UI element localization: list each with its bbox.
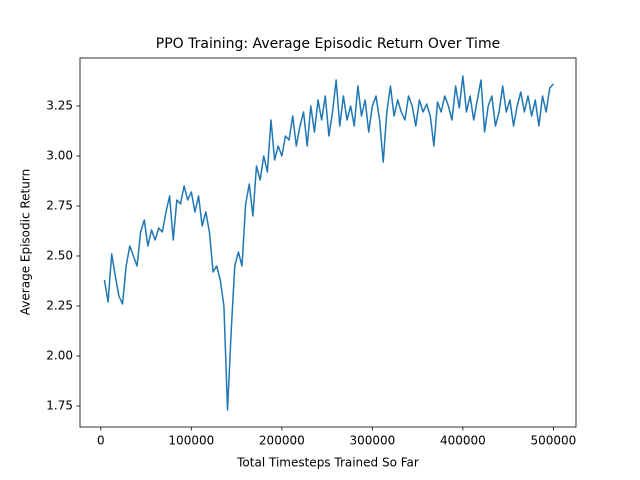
axes-frame	[79, 57, 577, 428]
y-tick-label: 2.75	[46, 199, 73, 213]
x-tick-label: 200000	[259, 434, 305, 448]
y-tick-label: 1.75	[46, 399, 73, 413]
plot-area	[103, 75, 554, 411]
y-tick-label: 2.25	[46, 299, 73, 313]
y-axis-label: Average Episodic Return	[19, 169, 33, 315]
x-tick-label: 0	[97, 434, 105, 448]
chart-title: PPO Training: Average Episodic Return Ov…	[156, 36, 500, 52]
x-tick-label: 400000	[440, 434, 486, 448]
y-tick-label: 3.00	[46, 149, 73, 163]
x-tick-label: 500000	[530, 434, 576, 448]
data-line	[103, 75, 554, 411]
x-tick-label: 100000	[168, 434, 214, 448]
y-tick-label: 2.00	[46, 349, 73, 363]
x-axis-label: Total Timesteps Trained So Far	[236, 456, 419, 470]
y-tick-label: 3.25	[46, 99, 73, 113]
x-tick-label: 300000	[349, 434, 395, 448]
y-tick-label: 2.50	[46, 249, 73, 263]
